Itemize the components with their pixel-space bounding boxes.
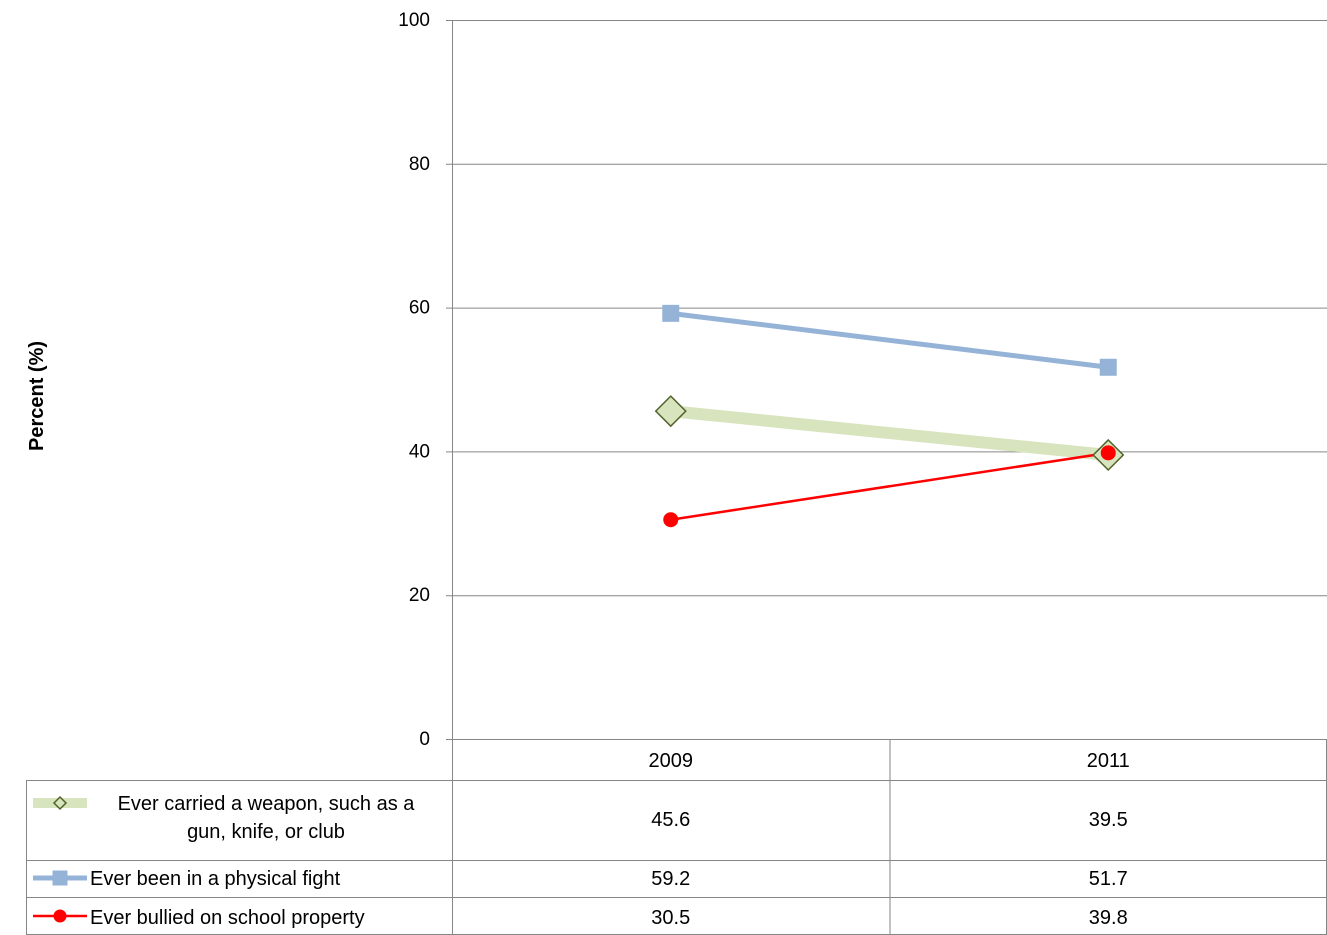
data-point <box>1100 445 1116 461</box>
x-tick-label: 2011 <box>1087 750 1130 772</box>
legend-entry-label: Ever carried a weapon, such as a <box>118 793 416 815</box>
y-tick-label: 60 <box>409 298 430 319</box>
data-table-value: 39.8 <box>1089 907 1128 929</box>
y-tick-label: 100 <box>398 10 430 31</box>
series-line <box>670 405 1109 461</box>
gridlines <box>446 20 1327 740</box>
x-tick-label: 2009 <box>649 750 694 772</box>
data-point <box>1099 358 1117 376</box>
y-tick-label: 20 <box>409 585 430 606</box>
y-tick-labels: 0 20 40 60 80 100 <box>398 10 430 750</box>
data-point <box>654 395 687 428</box>
y-tick-label: 40 <box>409 441 430 462</box>
data-point <box>662 304 680 322</box>
y-tick-label: 80 <box>409 154 430 175</box>
y-tick-label: 0 <box>419 729 430 750</box>
data-table-value: 45.6 <box>651 809 690 831</box>
legend-marker-key <box>52 795 68 811</box>
series-line <box>670 451 1109 521</box>
data-point <box>663 512 679 528</box>
legend-entry-label: Ever bullied on school property <box>90 907 365 929</box>
data-table-value: 39.5 <box>1089 809 1128 831</box>
legend-marker-key <box>53 909 67 923</box>
data-table-value: 51.7 <box>1089 868 1128 890</box>
data-table: 2009 2011 Ever carried a weapon, such as a… <box>26 739 1327 935</box>
data-table-value: 59.2 <box>651 868 690 890</box>
legend-entry-label: Ever been in a physical fight <box>90 868 341 890</box>
legend-entry-label: gun, knife, or club <box>187 821 345 843</box>
data-table-value: 30.5 <box>651 907 690 929</box>
series-lines <box>654 304 1125 528</box>
series-line <box>670 310 1109 370</box>
y-axis-label: Percent (%) <box>26 341 48 451</box>
legend-marker-key <box>52 870 68 886</box>
